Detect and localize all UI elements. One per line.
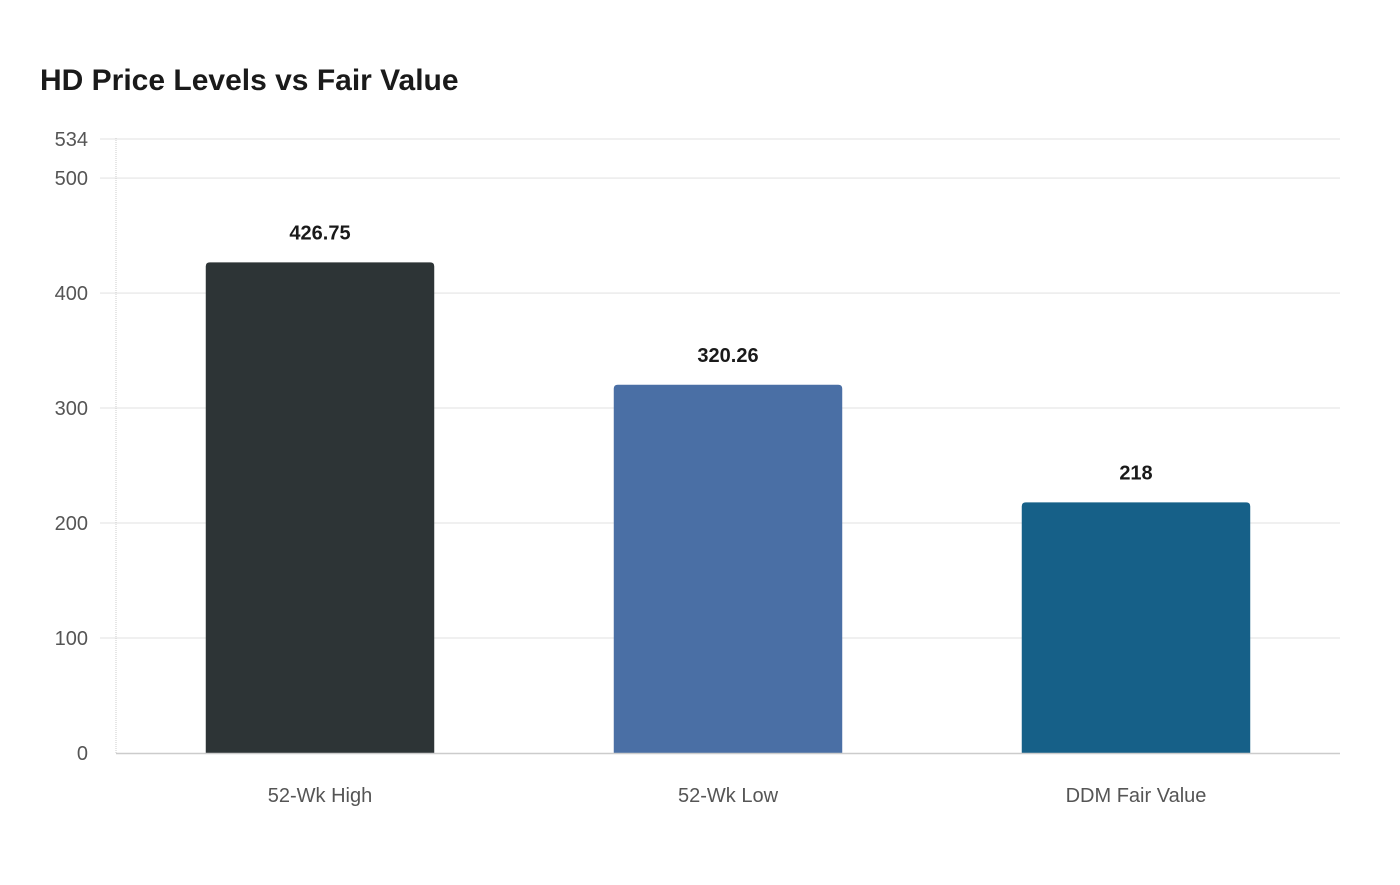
x-tick-label: 52-Wk High xyxy=(268,785,372,807)
chart-title: HD Price Levels vs Fair Value xyxy=(40,64,459,97)
bar xyxy=(1021,502,1251,753)
y-tick-label: 400 xyxy=(55,283,88,305)
bar-group: 320.26 52-Wk Low xyxy=(613,345,843,807)
y-tick-label: 100 xyxy=(55,628,88,650)
data-label: 426.75 xyxy=(289,222,350,244)
x-tick-label: DDM Fair Value xyxy=(1066,785,1207,807)
y-tick-label: 300 xyxy=(55,398,88,420)
data-label: 218 xyxy=(1119,462,1152,484)
bar-group: 218 DDM Fair Value xyxy=(1021,462,1251,807)
y-tick-label: 200 xyxy=(55,513,88,535)
bars: 426.75 52-Wk High 320.26 52-Wk Low 218 DDM Fa… xyxy=(205,222,1251,807)
bar-group: 426.75 52-Wk High xyxy=(205,222,435,807)
bar xyxy=(205,262,435,753)
x-tick-label: 52-Wk Low xyxy=(678,785,779,807)
bar xyxy=(613,384,843,753)
data-label: 320.26 xyxy=(697,345,758,367)
y-tick-label: 0 xyxy=(77,743,88,765)
y-tick-label: 534 xyxy=(55,129,88,151)
y-tick-label: 500 xyxy=(55,168,88,190)
